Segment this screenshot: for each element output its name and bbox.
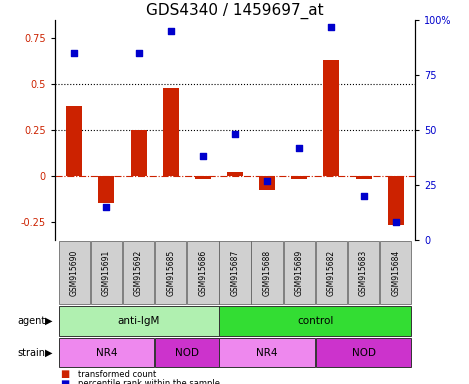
- Text: GDS4340 / 1459697_at: GDS4340 / 1459697_at: [146, 3, 323, 19]
- Bar: [155, 241, 187, 305]
- Bar: [98, 176, 114, 204]
- Text: GSM915685: GSM915685: [166, 249, 175, 296]
- Text: GSM915687: GSM915687: [230, 249, 240, 296]
- Text: anti-IgM: anti-IgM: [117, 316, 160, 326]
- Text: ■: ■: [60, 369, 69, 379]
- Bar: [259, 176, 275, 190]
- Point: [328, 23, 335, 30]
- Point: [135, 50, 142, 56]
- Text: NOD: NOD: [352, 348, 376, 358]
- Text: GSM915691: GSM915691: [102, 249, 111, 296]
- Bar: [284, 241, 315, 305]
- Text: GSM915689: GSM915689: [295, 249, 304, 296]
- Text: control: control: [297, 316, 333, 326]
- Bar: [187, 241, 219, 305]
- Text: ■: ■: [60, 379, 69, 384]
- Bar: [123, 241, 154, 305]
- Text: GSM915684: GSM915684: [391, 249, 400, 296]
- Text: ▶: ▶: [45, 348, 53, 358]
- Bar: [356, 176, 371, 179]
- Bar: [130, 130, 147, 176]
- Bar: [59, 241, 90, 305]
- Point: [392, 219, 400, 225]
- Point: [231, 131, 239, 137]
- Bar: [91, 241, 122, 305]
- Bar: [59, 306, 219, 336]
- Text: transformed count: transformed count: [78, 369, 157, 379]
- Text: agent: agent: [17, 316, 45, 326]
- Bar: [324, 60, 340, 176]
- Point: [199, 153, 207, 159]
- Text: NR4: NR4: [257, 348, 278, 358]
- Text: NOD: NOD: [175, 348, 199, 358]
- Bar: [59, 338, 154, 367]
- Bar: [163, 88, 179, 176]
- Text: strain: strain: [18, 348, 45, 358]
- Text: GSM915682: GSM915682: [327, 250, 336, 296]
- Bar: [291, 176, 307, 179]
- Bar: [251, 241, 283, 305]
- Text: NR4: NR4: [96, 348, 117, 358]
- Bar: [219, 306, 411, 336]
- Bar: [219, 241, 251, 305]
- Bar: [155, 338, 219, 367]
- Text: ▶: ▶: [45, 316, 53, 326]
- Point: [264, 177, 271, 184]
- Bar: [316, 241, 347, 305]
- Bar: [227, 172, 243, 176]
- Text: GSM915692: GSM915692: [134, 249, 143, 296]
- Bar: [219, 338, 315, 367]
- Point: [360, 193, 367, 199]
- Bar: [66, 106, 83, 176]
- Point: [70, 50, 78, 56]
- Bar: [380, 241, 411, 305]
- Bar: [348, 241, 379, 305]
- Text: percentile rank within the sample: percentile rank within the sample: [78, 379, 220, 384]
- Point: [295, 144, 303, 151]
- Point: [167, 28, 174, 34]
- Bar: [316, 338, 411, 367]
- Point: [103, 204, 110, 210]
- Text: GSM915686: GSM915686: [198, 249, 207, 296]
- Text: GSM915683: GSM915683: [359, 249, 368, 296]
- Text: GSM915690: GSM915690: [70, 249, 79, 296]
- Text: GSM915688: GSM915688: [263, 250, 272, 296]
- Bar: [388, 176, 404, 225]
- Bar: [195, 176, 211, 179]
